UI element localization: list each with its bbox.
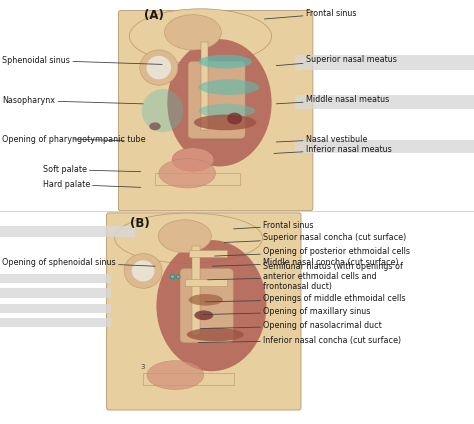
Text: Opening of sphenoidal sinus: Opening of sphenoidal sinus — [2, 257, 155, 267]
Text: Opening of pharyngotympanic tube: Opening of pharyngotympanic tube — [2, 134, 146, 144]
Bar — [143, 373, 234, 385]
Ellipse shape — [172, 148, 214, 171]
Bar — [192, 246, 200, 335]
Bar — [295, 55, 474, 70]
Text: Superior nasal concha (cut surface): Superior nasal concha (cut surface) — [224, 233, 406, 243]
Text: Soft palate: Soft palate — [43, 165, 141, 174]
Ellipse shape — [170, 275, 175, 279]
Ellipse shape — [140, 50, 178, 85]
Ellipse shape — [159, 159, 216, 188]
Text: 3: 3 — [141, 364, 146, 371]
Ellipse shape — [158, 220, 211, 253]
Ellipse shape — [129, 9, 272, 64]
Bar — [0, 274, 111, 283]
Text: Sphenoidal sinus: Sphenoidal sinus — [2, 56, 162, 65]
Ellipse shape — [189, 294, 223, 306]
Ellipse shape — [164, 15, 221, 50]
Ellipse shape — [149, 123, 161, 130]
Text: Opening of nasolacrimal duct: Opening of nasolacrimal duct — [201, 321, 382, 330]
Ellipse shape — [227, 113, 242, 124]
Ellipse shape — [147, 361, 204, 390]
Ellipse shape — [115, 213, 263, 263]
Ellipse shape — [167, 39, 272, 167]
Text: Inferior nasal concha (cut surface): Inferior nasal concha (cut surface) — [198, 335, 401, 345]
Ellipse shape — [194, 310, 213, 320]
Bar — [0, 318, 111, 327]
FancyBboxPatch shape — [118, 11, 313, 211]
Bar — [189, 250, 227, 257]
Bar — [295, 95, 474, 109]
Ellipse shape — [124, 254, 162, 288]
Ellipse shape — [132, 260, 155, 282]
FancyBboxPatch shape — [180, 269, 233, 343]
Ellipse shape — [199, 55, 252, 69]
FancyBboxPatch shape — [107, 213, 301, 410]
Text: Inferior nasal meatus: Inferior nasal meatus — [274, 145, 392, 154]
Text: Opening of maxillary sinus: Opening of maxillary sinus — [203, 307, 371, 316]
Text: Nasal vestibule: Nasal vestibule — [276, 134, 367, 144]
Text: Middle nasal meatus: Middle nasal meatus — [276, 95, 389, 104]
Text: Semilunar hiatus (with openings of
anterior ethmoidal cells and
frontonasal duct: Semilunar hiatus (with openings of anter… — [208, 262, 403, 291]
Bar — [201, 42, 208, 130]
Text: Opening of posterior ethmoidal cells: Opening of posterior ethmoidal cells — [215, 246, 410, 256]
Bar — [185, 279, 227, 286]
Ellipse shape — [176, 275, 180, 279]
Text: (A): (A) — [144, 9, 164, 22]
Ellipse shape — [146, 56, 171, 79]
Bar — [0, 304, 111, 313]
Ellipse shape — [156, 240, 266, 371]
Text: Nasopharynx: Nasopharynx — [2, 96, 143, 105]
Bar — [155, 173, 240, 185]
Ellipse shape — [199, 79, 259, 95]
Bar — [0, 288, 111, 298]
Bar — [0, 226, 135, 237]
Text: Frontal sinus: Frontal sinus — [234, 221, 314, 230]
Text: Openings of middle ethmoidal cells: Openings of middle ethmoidal cells — [205, 294, 406, 304]
Ellipse shape — [187, 328, 244, 341]
Ellipse shape — [142, 89, 183, 132]
Text: Hard palate: Hard palate — [43, 180, 141, 189]
FancyBboxPatch shape — [188, 61, 245, 138]
Text: (B): (B) — [130, 217, 150, 230]
Text: Middle nasal concha (cut surface): Middle nasal concha (cut surface) — [212, 257, 399, 267]
Text: Frontal sinus: Frontal sinus — [264, 9, 356, 19]
Ellipse shape — [194, 114, 256, 130]
Text: Superior nasal meatus: Superior nasal meatus — [276, 55, 397, 66]
Bar — [295, 140, 474, 153]
Ellipse shape — [199, 104, 255, 117]
